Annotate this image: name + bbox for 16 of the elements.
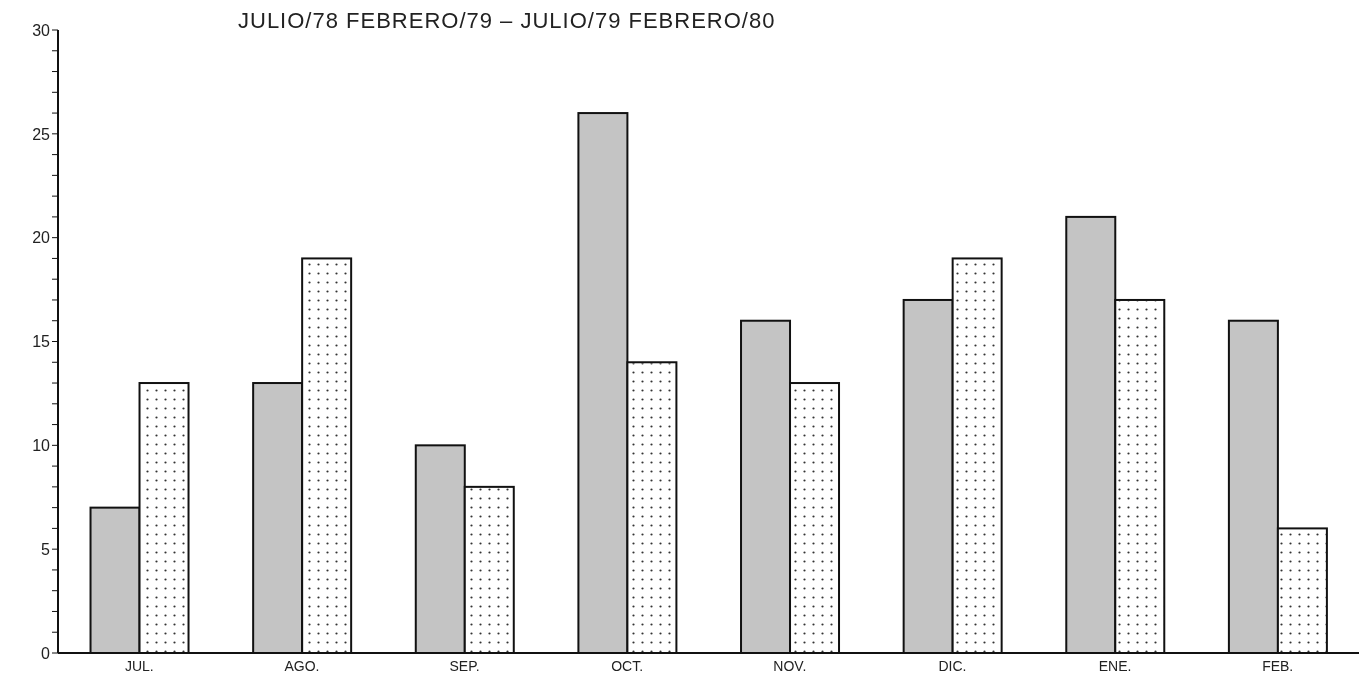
x-tick-label: DIC.: [938, 657, 967, 674]
chart-title: JULIO/78 FEBRERO/79 – JULIO/79 FEBRERO/80: [238, 8, 776, 34]
y-tick-label: 30: [32, 21, 51, 39]
y-tick-label: 10: [32, 437, 51, 455]
x-tick-label: FEB.: [1262, 657, 1294, 674]
y-tick-label: 0: [41, 644, 51, 662]
x-tick-label: OCT.: [611, 657, 644, 674]
x-tick-label: JUL.: [124, 657, 154, 674]
x-tick-label: ENE.: [1098, 657, 1132, 674]
x-tick-label: AGO.: [284, 657, 320, 674]
x-tick-label: NOV.: [773, 657, 807, 674]
y-tick-label: 15: [32, 333, 51, 351]
y-tick-label: 20: [32, 229, 51, 247]
y-tick-label: 5: [41, 540, 51, 558]
x-tick-label: SEP.: [449, 657, 480, 674]
y-tick-label: 25: [32, 125, 51, 143]
